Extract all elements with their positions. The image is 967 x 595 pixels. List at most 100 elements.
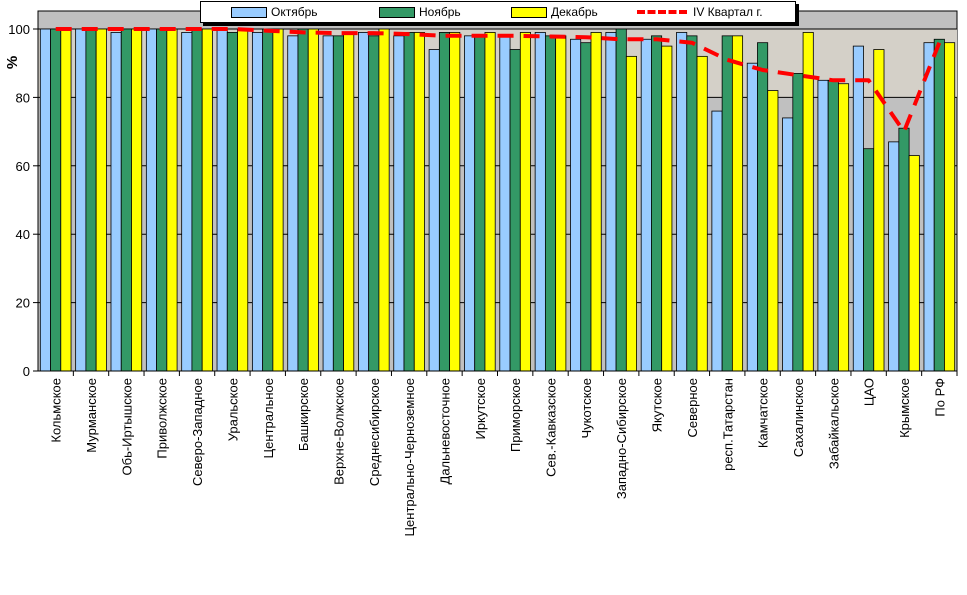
bar-1-15 xyxy=(534,32,546,372)
bar-2-20 xyxy=(721,35,733,372)
legend-swatch-november xyxy=(379,6,415,18)
bar-2-19 xyxy=(686,35,698,372)
bar-2-15 xyxy=(544,35,557,372)
bar-1-8 xyxy=(287,35,299,372)
bar-3-23 xyxy=(838,83,850,372)
bar-3-2 xyxy=(95,28,107,372)
x-tick-label: Уральское xyxy=(225,378,240,441)
bar-3-18 xyxy=(661,45,673,372)
x-tick-label: Сахалинское xyxy=(791,378,806,457)
bar-1-22 xyxy=(782,117,794,372)
bar-1-11 xyxy=(393,35,405,372)
bar-3-17 xyxy=(625,55,637,372)
bar-1-17 xyxy=(605,32,617,372)
bar-3-1 xyxy=(60,28,72,372)
bar-3-13 xyxy=(484,32,496,372)
x-tick-label: Западно-Сибирское xyxy=(614,378,629,499)
bar-1-10 xyxy=(358,32,370,372)
bar-2-22 xyxy=(792,73,804,372)
bar-2-2 xyxy=(85,28,97,372)
x-tick-label: Среднесибирское xyxy=(367,378,382,486)
bar-2-9 xyxy=(332,35,344,372)
quarter-series-line xyxy=(55,27,942,134)
legend-swatch-december xyxy=(511,6,547,18)
bar-2-11 xyxy=(403,32,415,372)
y-tick-label: 20 xyxy=(16,296,30,311)
bar-3-4 xyxy=(166,28,178,372)
x-tick-label: Приволжское xyxy=(155,378,170,459)
x-tick-label: Обь-Иртышское xyxy=(119,378,134,475)
bar-3-25 xyxy=(908,155,920,372)
x-tick-label: Кольмское xyxy=(49,378,64,443)
x-tick-label: Башкирское xyxy=(296,378,311,451)
x-tick-label: Забайкальское xyxy=(826,378,841,469)
bar-3-21 xyxy=(767,90,779,372)
bar-1-14 xyxy=(499,35,511,372)
bar-2-16 xyxy=(580,42,592,372)
bar-3-6 xyxy=(237,28,249,372)
bar-2-4 xyxy=(156,28,168,372)
x-tick-label: Северное xyxy=(685,378,700,437)
x-tick-label: По РФ xyxy=(932,378,947,417)
bar-3-14 xyxy=(519,32,531,372)
bar-2-24 xyxy=(863,148,875,372)
bar-2-13 xyxy=(474,35,486,372)
bar-3-11 xyxy=(413,32,425,372)
y-axis-label: % xyxy=(4,55,22,70)
x-tick-label: Верхне-Волжское xyxy=(331,378,346,485)
legend-swatch-quarter xyxy=(637,10,687,14)
legend-label-november: Ноябрь xyxy=(419,5,461,19)
bar-1-12 xyxy=(428,49,440,372)
bar-2-8 xyxy=(297,28,309,372)
bar-1-19 xyxy=(676,32,688,372)
x-tick-label: Приморское xyxy=(508,378,523,452)
bar-2-1 xyxy=(50,28,62,372)
x-tick-label: Мурманское xyxy=(84,378,99,453)
bars xyxy=(39,28,956,372)
bar-2-18 xyxy=(651,35,663,372)
bar-3-22 xyxy=(802,32,814,372)
bar-1-21 xyxy=(746,62,758,372)
x-tick-label: респ.Татарстан xyxy=(720,378,735,471)
bar-2-12 xyxy=(438,32,451,372)
x-tick-label: Камчатское xyxy=(756,378,771,448)
bar-3-7 xyxy=(272,28,284,372)
bar-1-9 xyxy=(322,35,334,372)
legend-item-quarter: IV Квартал г. xyxy=(637,2,763,22)
legend-swatch-october xyxy=(231,6,267,18)
x-tick-labels: Кольмское Мурманское Обь-Иртышское Приволжс… xyxy=(49,378,948,537)
bar-1-20 xyxy=(711,110,723,372)
bar-1-4 xyxy=(145,28,157,372)
bar-2-23 xyxy=(827,79,839,372)
bar-2-25 xyxy=(898,127,910,372)
bar-3-8 xyxy=(307,28,319,372)
bar-3-20 xyxy=(731,35,744,372)
bar-1-23 xyxy=(817,79,829,372)
x-tick-label: Чукотское xyxy=(579,378,594,439)
bar-1-1 xyxy=(39,28,51,372)
bar-1-7 xyxy=(251,32,264,372)
bar-3-15 xyxy=(555,35,567,372)
x-tick-label: ЦАО xyxy=(862,378,877,406)
legend: Октябрь Ноябрь Декабрь IV Квартал г. xyxy=(200,1,796,23)
bar-2-5 xyxy=(191,28,203,372)
bar-2-3 xyxy=(120,28,132,372)
x-tick-label: Центральное xyxy=(261,378,276,458)
bar-1-25 xyxy=(888,141,900,372)
legend-label-december: Декабрь xyxy=(551,5,598,19)
bar-1-3 xyxy=(110,32,122,372)
legend-label-october: Октябрь xyxy=(271,5,318,19)
legend-item-october: Октябрь xyxy=(231,2,318,22)
bar-1-24 xyxy=(852,45,864,372)
x-tick-label: Якутское xyxy=(650,378,665,432)
y-tick-label: 100 xyxy=(8,22,30,37)
bar-3-16 xyxy=(590,32,602,372)
bar-3-12 xyxy=(449,32,461,372)
bar-2-21 xyxy=(757,42,769,372)
bar-2-26 xyxy=(933,38,945,372)
bar-1-6 xyxy=(216,28,228,372)
bar-2-17 xyxy=(615,28,627,372)
y-tick-label: 80 xyxy=(16,90,30,105)
